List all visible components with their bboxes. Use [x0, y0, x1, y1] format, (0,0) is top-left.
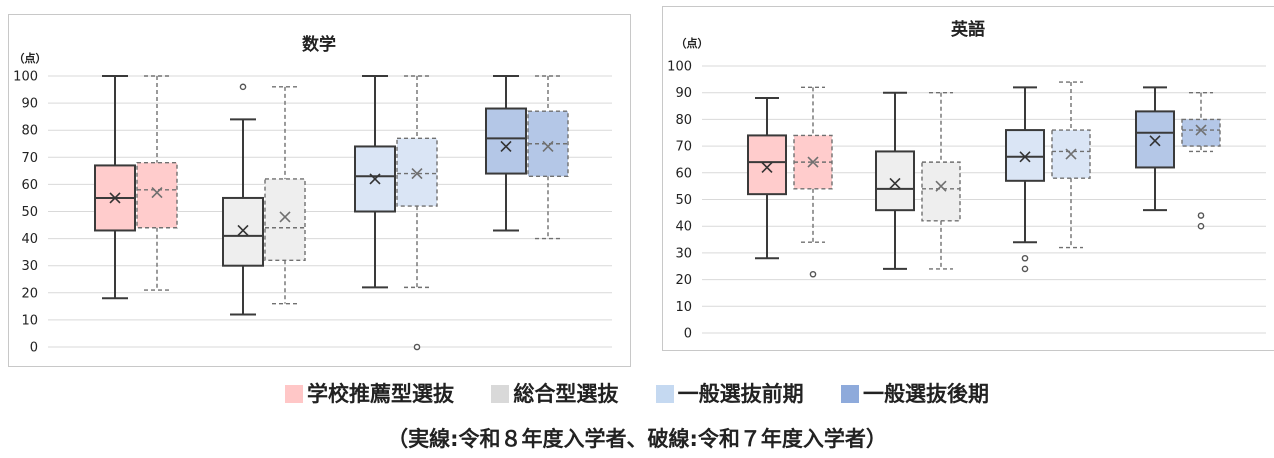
mean-marker [889, 177, 901, 190]
english-panel: 0 10 20 30 40 50 60 70 80 90 100 英語 （点） [662, 6, 1274, 351]
mean-marker [807, 156, 819, 168]
mean-marker [1065, 148, 1077, 160]
box-plot [1181, 91, 1221, 230]
mean-marker [411, 167, 423, 180]
y-tick-label: 70 [21, 151, 38, 166]
legend-item-general-late: 一般選抜後期 [840, 378, 989, 408]
y-tick-label: 0 [30, 341, 38, 356]
y-tick-label: 50 [21, 205, 38, 220]
iqr-box [396, 137, 438, 207]
legend-swatch [655, 385, 674, 403]
chart-title: 英語 [951, 19, 985, 40]
y-tick-label: 80 [21, 124, 38, 139]
y-tick-label: 30 [675, 246, 692, 261]
box-plot [921, 91, 961, 270]
mean-marker [369, 173, 381, 185]
mean-marker [1149, 135, 1161, 147]
box-plot [396, 75, 438, 351]
mean-marker [237, 224, 249, 237]
y-tick-label: 80 [675, 113, 692, 128]
outlier-point [239, 83, 247, 91]
y-tick-label: 90 [21, 97, 38, 112]
y-tick-label: 100 [667, 60, 692, 75]
legend-item-school-recommendation: 学校推薦型選抜 [285, 378, 454, 408]
legend-swatch [491, 385, 510, 403]
mean-marker [1195, 124, 1207, 136]
box-plot [1135, 86, 1175, 212]
box-plot [1005, 86, 1045, 273]
y-tick-label: 30 [21, 259, 38, 274]
y-tick-label: 70 [675, 140, 692, 155]
iqr-box [1051, 129, 1091, 179]
outlier-point [413, 343, 421, 351]
box-plot [485, 75, 527, 232]
legend-label: 学校推薦型選抜 [307, 382, 455, 406]
y-tick-label: 0 [684, 327, 692, 342]
box-plot [264, 86, 306, 305]
mean-marker [500, 140, 512, 153]
iqr-box [1005, 129, 1045, 182]
mean-marker [151, 186, 163, 199]
mean-marker [935, 180, 947, 192]
box-plot [793, 86, 833, 278]
y-tick-label: 60 [21, 178, 38, 193]
legend-item-comprehensive: 総合型選抜 [491, 378, 618, 408]
y-tick-label: 50 [675, 193, 692, 208]
y-tick-label: 20 [21, 286, 38, 301]
mean-marker [109, 192, 121, 204]
mean-marker [279, 211, 291, 223]
iqr-box [1135, 110, 1175, 169]
iqr-box [264, 178, 306, 261]
y-tick-label: 40 [675, 220, 692, 235]
outlier-point [1197, 212, 1205, 219]
math-panel: 0 10 20 30 40 50 60 70 80 90 100 数学 （点） [8, 14, 631, 367]
outlier-point [1197, 222, 1205, 230]
box-plot [222, 83, 264, 316]
box-plot [747, 97, 787, 260]
iqr-box [222, 196, 264, 267]
y-tick-label: 10 [21, 313, 38, 328]
box-plot [527, 75, 569, 240]
y-tick-label: 40 [21, 232, 38, 247]
iqr-box [875, 150, 915, 212]
y-tick-label: 100 [13, 70, 38, 85]
y-axis-label: （点） [676, 36, 709, 50]
y-tick-label: 60 [675, 166, 692, 181]
box-plot [354, 75, 396, 289]
box-plot [875, 91, 915, 270]
legend-label: 総合型選抜 [513, 382, 619, 406]
legend-swatch [285, 385, 304, 403]
outlier-point [1021, 265, 1029, 273]
iqr-box [1181, 118, 1221, 147]
y-axis-label: （点） [14, 51, 47, 65]
box-plot [94, 75, 136, 300]
iqr-box [747, 134, 787, 196]
mean-marker [761, 161, 773, 174]
chart-title: 数学 [302, 34, 336, 55]
footnote: （実線:令和８年度入学者、破線:令和７年度入学者） [387, 427, 887, 451]
iqr-box [136, 162, 178, 229]
outlier-point [809, 270, 817, 278]
legend: 学校推薦型選抜 総合型選抜 一般選抜前期 一般選抜後期 [0, 378, 1274, 408]
mean-marker [1019, 151, 1031, 163]
legend-item-general-early: 一般選抜前期 [655, 378, 804, 408]
y-tick-label: 10 [675, 300, 692, 315]
y-tick-label: 20 [675, 273, 692, 288]
legend-label: 一般選抜前期 [677, 382, 804, 406]
y-tick-label: 90 [675, 86, 692, 101]
legend-swatch [840, 385, 859, 403]
iqr-box [527, 110, 569, 177]
iqr-box [921, 161, 961, 222]
legend-label: 一般選抜後期 [862, 382, 989, 406]
box-plot [1051, 81, 1091, 249]
box-plot [136, 75, 178, 291]
outlier-point [1021, 254, 1029, 262]
iqr-box [485, 107, 527, 175]
mean-marker [542, 140, 554, 153]
